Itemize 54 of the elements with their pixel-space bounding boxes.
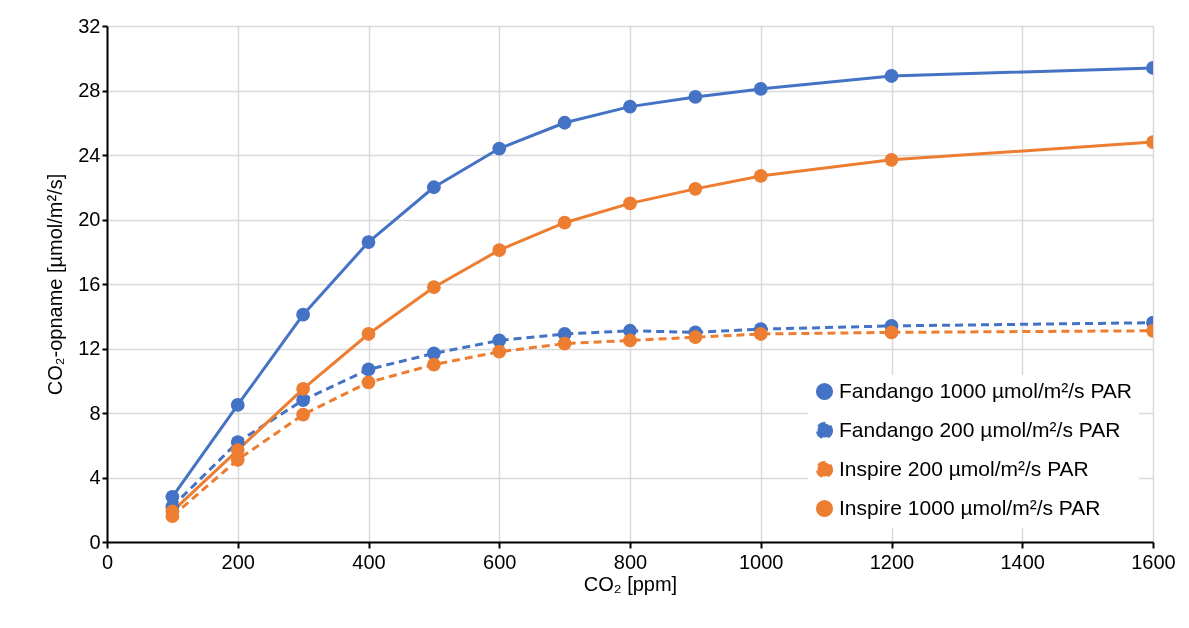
y-axis-title: CO₂-opname [µmol/m²/s] [44, 173, 67, 396]
y-tick-label: 32 [78, 14, 101, 37]
y-tick-label: 24 [78, 143, 101, 166]
legend-label: Fandango 1000 µmol/m²/s PAR [839, 378, 1133, 402]
point [426, 280, 441, 295]
y-tick-label: 8 [89, 401, 101, 424]
point [296, 393, 311, 407]
x-tick-label: 1400 [1000, 550, 1045, 573]
x-tick-label: 1000 [739, 550, 784, 573]
point [230, 443, 245, 457]
point [884, 69, 899, 83]
x-tick-label: 800 [613, 550, 648, 573]
point [884, 325, 899, 340]
legend-label: Fandango 200 µmol/m²/s PAR [839, 417, 1121, 441]
y-tick-label: 0 [89, 530, 101, 553]
point [753, 169, 768, 183]
point [557, 215, 572, 230]
point [361, 362, 376, 377]
point [296, 381, 311, 396]
point [688, 181, 703, 196]
point [688, 330, 703, 345]
point [426, 357, 441, 372]
point [753, 82, 768, 96]
point [623, 333, 637, 348]
point [557, 115, 572, 130]
point [361, 327, 376, 341]
point [753, 327, 768, 341]
point [492, 243, 507, 258]
point [296, 407, 311, 422]
x-tick-label: 600 [483, 550, 517, 573]
x-tick-label: 200 [221, 550, 255, 573]
point [492, 344, 507, 359]
x-tick-label: 1600 [1131, 550, 1176, 573]
point [361, 235, 376, 249]
point [426, 180, 441, 195]
x-axis-title: CO₂ [ppm] [583, 572, 678, 595]
y-tick-label: 12 [78, 337, 101, 359]
legend-label: Inspire 1000 µmol/m²/s PAR [839, 495, 1101, 519]
point [492, 141, 507, 156]
y-tick-label: 20 [78, 208, 101, 230]
y-tick-label: 16 [78, 272, 101, 295]
point [296, 307, 311, 322]
x-tick-label: 400 [352, 550, 386, 573]
point [230, 398, 245, 412]
point [361, 375, 376, 390]
point [623, 99, 637, 114]
x-tick-label: 1200 [869, 550, 915, 573]
point [557, 336, 572, 351]
point [688, 90, 703, 104]
y-tick-label: 28 [78, 79, 101, 101]
y-tick-label: 4 [89, 466, 101, 488]
point [623, 196, 637, 211]
legend-label: Inspire 200 µmol/m²/s PAR [839, 456, 1089, 480]
point [884, 152, 899, 167]
